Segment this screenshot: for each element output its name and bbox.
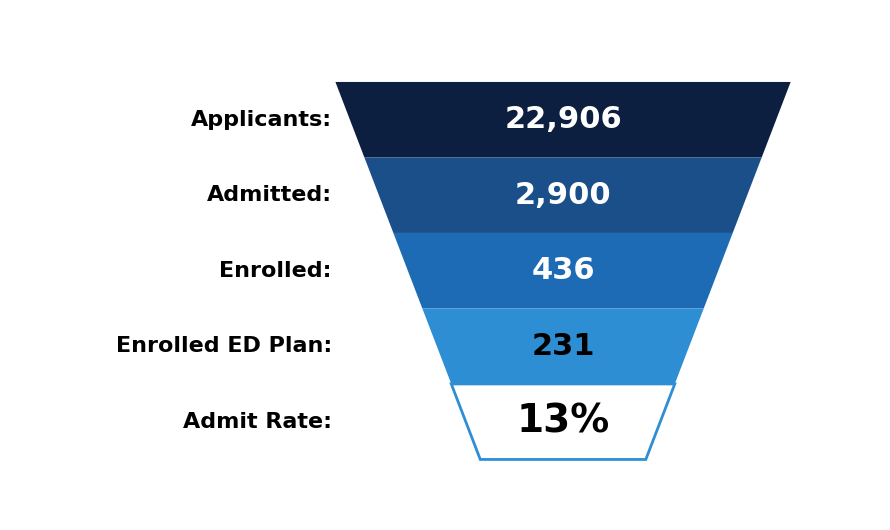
Polygon shape	[423, 308, 704, 384]
Text: 231: 231	[531, 332, 595, 361]
Text: 13%: 13%	[516, 403, 610, 441]
Text: Applicants:: Applicants:	[190, 110, 332, 130]
Polygon shape	[393, 233, 732, 308]
Text: Admitted:: Admitted:	[206, 185, 332, 205]
Text: 436: 436	[531, 256, 595, 285]
Text: 22,906: 22,906	[504, 105, 622, 134]
Text: Enrolled:: Enrolled:	[220, 261, 332, 281]
Text: Enrolled ED Plan:: Enrolled ED Plan:	[116, 336, 332, 356]
Text: Admit Rate:: Admit Rate:	[183, 412, 332, 432]
Polygon shape	[364, 157, 762, 233]
Text: 2,900: 2,900	[514, 181, 611, 210]
Polygon shape	[336, 82, 790, 157]
Polygon shape	[451, 384, 675, 460]
